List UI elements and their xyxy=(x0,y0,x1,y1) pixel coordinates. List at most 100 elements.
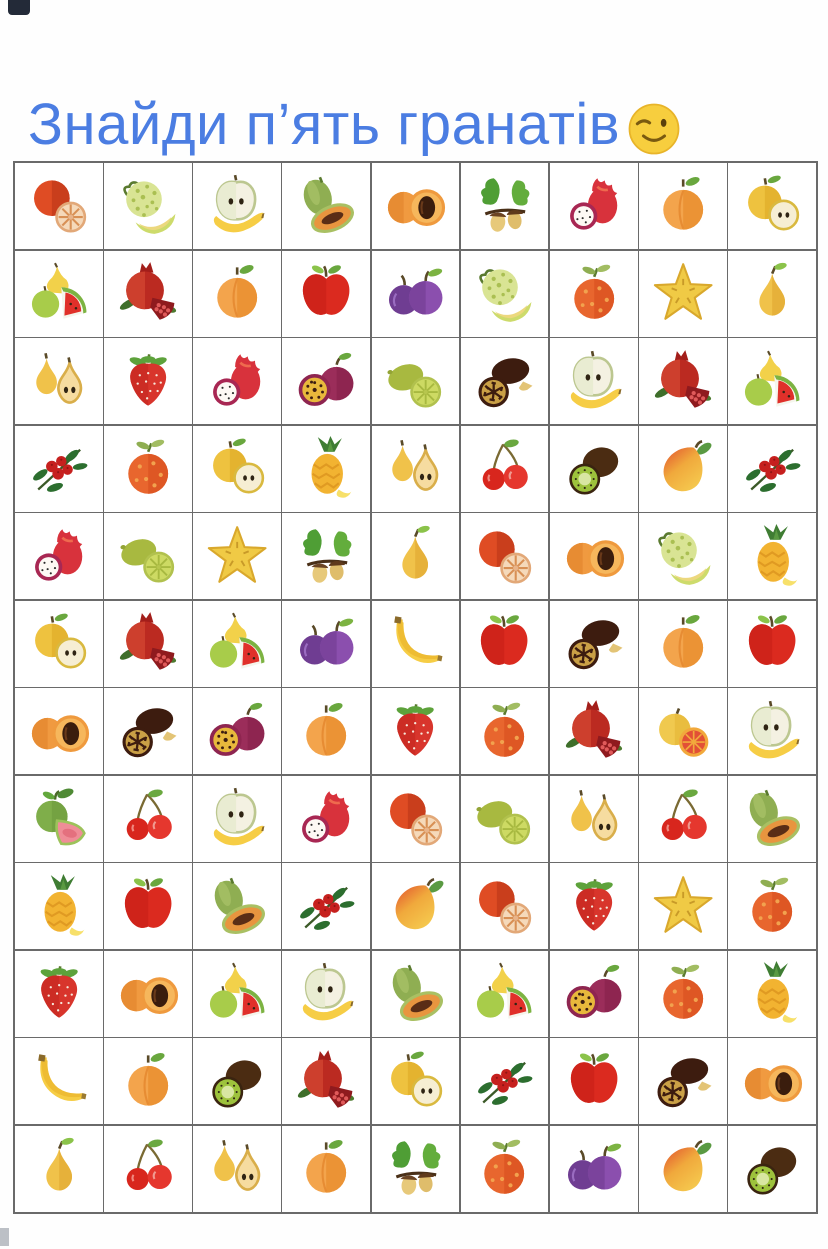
fruit-cell-red-apple[interactable] xyxy=(549,1038,638,1125)
fruit-cell-dragon-fruit[interactable] xyxy=(549,163,638,250)
fruit-cell-apricot-half[interactable] xyxy=(728,1038,816,1125)
fruit-cell-pears[interactable] xyxy=(371,425,460,512)
fruit-cell-dragon-fruit[interactable] xyxy=(15,513,103,600)
fruit-cell-star-fruit[interactable] xyxy=(193,513,281,600)
fruit-cell-orange-with-slice[interactable] xyxy=(460,513,549,600)
fruit-cell-pomegranate[interactable] xyxy=(639,338,727,425)
fruit-cell-bananas[interactable] xyxy=(371,600,460,687)
fruit-cell-pineapple[interactable] xyxy=(15,863,103,950)
fruit-cell-papaya[interactable] xyxy=(728,775,816,862)
fruit-cell-apple-half-banana[interactable] xyxy=(193,163,281,250)
fruit-cell-passion-fruit[interactable] xyxy=(549,950,638,1037)
fruit-cell-fruit-mix[interactable] xyxy=(728,338,816,425)
fruit-cell-fruit-mix[interactable] xyxy=(460,950,549,1037)
fruit-cell-grapefruit[interactable] xyxy=(639,688,727,775)
fruit-cell-apricot[interactable] xyxy=(104,1038,192,1125)
fruit-cell-fruit-mix[interactable] xyxy=(15,250,103,337)
fruit-cell-apple-half-banana[interactable] xyxy=(193,775,281,862)
fruit-cell-pineapple[interactable] xyxy=(282,425,371,512)
fruit-cell-acorns[interactable] xyxy=(282,513,371,600)
fruit-cell-passion-fruit[interactable] xyxy=(282,338,371,425)
fruit-cell-red-apple[interactable] xyxy=(104,863,192,950)
fruit-cell-orange-with-slice[interactable] xyxy=(15,163,103,250)
fruit-cell-lime[interactable] xyxy=(460,775,549,862)
fruit-cell-strawberry[interactable] xyxy=(15,950,103,1037)
fruit-cell-pear[interactable] xyxy=(371,513,460,600)
fruit-cell-pear[interactable] xyxy=(15,1125,103,1212)
fruit-cell-orange-dotted[interactable] xyxy=(639,950,727,1037)
fruit-cell-plums[interactable] xyxy=(371,250,460,337)
fruit-cell-strawberry[interactable] xyxy=(104,338,192,425)
fruit-cell-apple-half-banana[interactable] xyxy=(728,688,816,775)
fruit-cell-tamarind[interactable] xyxy=(460,338,549,425)
fruit-cell-pears[interactable] xyxy=(15,338,103,425)
fruit-cell-cherries[interactable] xyxy=(104,1125,192,1212)
fruit-cell-plums[interactable] xyxy=(282,600,371,687)
fruit-cell-papaya[interactable] xyxy=(371,950,460,1037)
fruit-cell-cherries[interactable] xyxy=(104,775,192,862)
fruit-cell-pomegranate[interactable] xyxy=(104,250,192,337)
fruit-cell-yellow-apple[interactable] xyxy=(193,425,281,512)
fruit-cell-yellow-apple[interactable] xyxy=(371,1038,460,1125)
fruit-cell-pineapple[interactable] xyxy=(728,950,816,1037)
fruit-cell-kiwi[interactable] xyxy=(549,425,638,512)
fruit-cell-papaya[interactable] xyxy=(193,863,281,950)
fruit-cell-lime[interactable] xyxy=(104,513,192,600)
fruit-cell-tamarind[interactable] xyxy=(549,600,638,687)
fruit-cell-melon[interactable] xyxy=(104,163,192,250)
fruit-cell-lime[interactable] xyxy=(371,338,460,425)
fruit-cell-apricot[interactable] xyxy=(639,600,727,687)
fruit-cell-apricot[interactable] xyxy=(639,163,727,250)
fruit-cell-acorns[interactable] xyxy=(371,1125,460,1212)
fruit-cell-orange-dotted[interactable] xyxy=(549,250,638,337)
fruit-cell-melon[interactable] xyxy=(460,250,549,337)
fruit-cell-cranberries[interactable] xyxy=(460,1038,549,1125)
fruit-cell-orange-dotted[interactable] xyxy=(460,1125,549,1212)
fruit-cell-strawberry[interactable] xyxy=(371,688,460,775)
fruit-cell-tamarind[interactable] xyxy=(639,1038,727,1125)
fruit-cell-apricot-half[interactable] xyxy=(104,950,192,1037)
fruit-cell-passion-fruit[interactable] xyxy=(193,688,281,775)
fruit-cell-apricot-half[interactable] xyxy=(371,163,460,250)
fruit-cell-yellow-apple[interactable] xyxy=(728,163,816,250)
fruit-cell-apple-half-banana[interactable] xyxy=(549,338,638,425)
fruit-cell-pears[interactable] xyxy=(193,1125,281,1212)
fruit-cell-pineapple[interactable] xyxy=(728,513,816,600)
fruit-cell-apricot[interactable] xyxy=(282,688,371,775)
fruit-cell-cranberries[interactable] xyxy=(282,863,371,950)
fruit-cell-mango[interactable] xyxy=(371,863,460,950)
fruit-cell-orange-with-slice[interactable] xyxy=(460,863,549,950)
fruit-cell-melon[interactable] xyxy=(639,513,727,600)
fruit-cell-mango[interactable] xyxy=(639,425,727,512)
fruit-cell-cranberries[interactable] xyxy=(728,425,816,512)
fruit-cell-strawberry[interactable] xyxy=(549,863,638,950)
fruit-cell-star-fruit[interactable] xyxy=(639,863,727,950)
fruit-cell-acorns[interactable] xyxy=(460,163,549,250)
fruit-cell-dragon-fruit[interactable] xyxy=(282,775,371,862)
fruit-cell-apricot[interactable] xyxy=(193,250,281,337)
fruit-cell-red-apple[interactable] xyxy=(728,600,816,687)
fruit-cell-orange-dotted[interactable] xyxy=(460,688,549,775)
fruit-cell-dragon-fruit[interactable] xyxy=(193,338,281,425)
fruit-cell-cherries[interactable] xyxy=(460,425,549,512)
fruit-cell-pomegranate[interactable] xyxy=(282,1038,371,1125)
fruit-cell-bananas[interactable] xyxy=(15,1038,103,1125)
fruit-cell-papaya[interactable] xyxy=(282,163,371,250)
fruit-cell-kiwi[interactable] xyxy=(193,1038,281,1125)
fruit-cell-tamarind[interactable] xyxy=(104,688,192,775)
fruit-cell-red-apple[interactable] xyxy=(282,250,371,337)
fruit-cell-star-fruit[interactable] xyxy=(639,250,727,337)
fruit-cell-pomegranate[interactable] xyxy=(104,600,192,687)
fruit-cell-pear[interactable] xyxy=(728,250,816,337)
fruit-cell-apricot-half[interactable] xyxy=(15,688,103,775)
fruit-cell-fruit-mix[interactable] xyxy=(193,600,281,687)
fruit-cell-apricot-half[interactable] xyxy=(549,513,638,600)
fruit-cell-cherries[interactable] xyxy=(639,775,727,862)
fruit-cell-plums[interactable] xyxy=(549,1125,638,1212)
fruit-cell-pears[interactable] xyxy=(549,775,638,862)
fruit-cell-guava[interactable] xyxy=(15,775,103,862)
fruit-cell-mango[interactable] xyxy=(639,1125,727,1212)
fruit-cell-fruit-mix[interactable] xyxy=(193,950,281,1037)
fruit-cell-apple-half-banana[interactable] xyxy=(282,950,371,1037)
fruit-cell-cranberries[interactable] xyxy=(15,425,103,512)
